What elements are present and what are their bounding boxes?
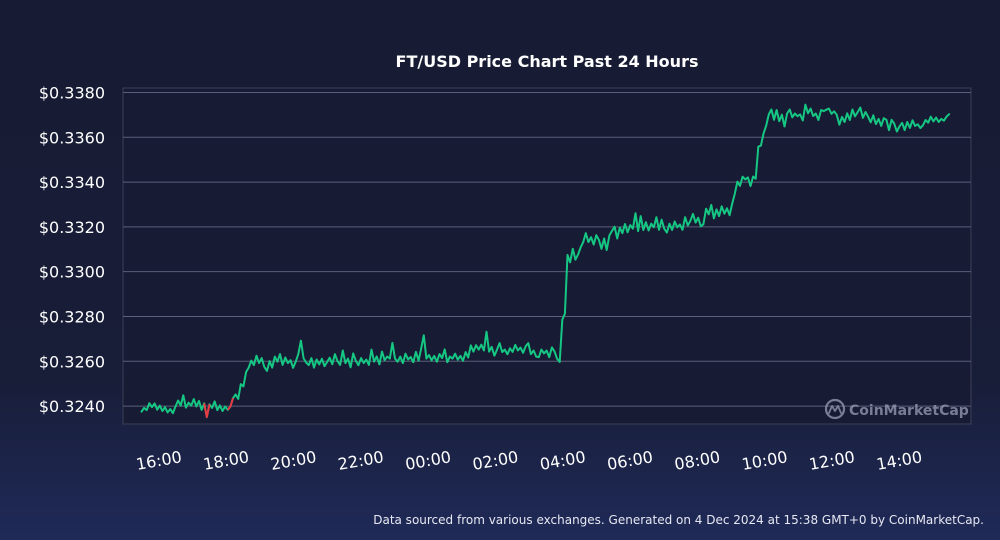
y-tick-label: $0.3240 <box>39 397 105 416</box>
plot-area <box>122 87 972 425</box>
x-tick-label: 22:00 <box>336 447 385 474</box>
y-tick-label: $0.3260 <box>39 352 105 371</box>
footer-source-note: Data sourced from various exchanges. Gen… <box>373 513 984 527</box>
y-tick-label: $0.3340 <box>39 173 105 192</box>
x-axis: 16:00 18:00 20:00 22:00 00:00 02:00 04:00 06:00… <box>135 447 924 474</box>
y-tick-label: $0.3320 <box>39 218 105 237</box>
price-drop-segment <box>203 403 211 419</box>
price-drop-segment <box>227 397 234 411</box>
y-tick-label: $0.3280 <box>39 307 105 326</box>
x-tick-label: 04:00 <box>538 447 587 474</box>
x-tick-label: 16:00 <box>135 447 184 474</box>
coinmarketcap-watermark: CoinMarketCap <box>824 398 969 420</box>
y-axis: $0.3240 $0.3260 $0.3280 $0.3300 $0.3320 $0.33… <box>39 83 105 416</box>
chart-title: FT/USD Price Chart Past 24 Hours <box>396 52 699 71</box>
price-drop-segments <box>203 397 234 419</box>
x-tick-label: 00:00 <box>404 447 453 474</box>
y-tick-label: $0.3300 <box>39 263 105 282</box>
x-tick-label: 20:00 <box>269 447 318 474</box>
x-tick-label: 02:00 <box>471 447 520 474</box>
x-tick-label: 10:00 <box>740 447 789 474</box>
watermark-text: CoinMarketCap <box>849 403 969 419</box>
x-tick-label: 08:00 <box>673 447 722 474</box>
price-line <box>140 103 951 419</box>
coinmarketcap-logo-icon <box>824 398 846 420</box>
y-tick-label: $0.3380 <box>39 83 105 102</box>
x-tick-label: 14:00 <box>875 447 924 474</box>
x-tick-label: 18:00 <box>202 447 251 474</box>
x-tick-label: 12:00 <box>808 447 857 474</box>
price-series <box>140 103 951 419</box>
gridlines <box>123 91 971 407</box>
x-tick-label: 06:00 <box>606 447 655 474</box>
y-tick-label: $0.3360 <box>39 128 105 147</box>
